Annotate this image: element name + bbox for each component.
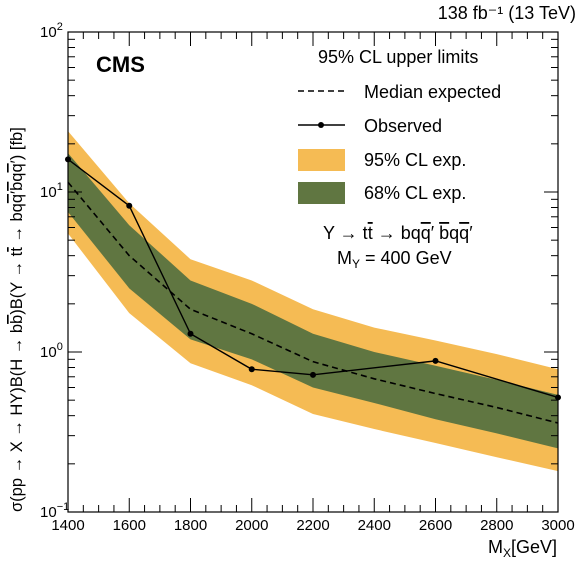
x-tick-label: 2600 [419,517,452,534]
x-tick-label: 3000 [541,517,574,534]
luminosity-label: 138 fb⁻¹ (13 TeV) [438,3,576,23]
legend-band68-swatch [298,182,345,204]
y-axis-ticks [68,38,558,513]
x-tick-label: 1600 [113,517,146,534]
observed-point [248,366,255,373]
y-tick-labels: 10−1 100 101 102 [40,21,69,521]
legend: 95% CL upper limits Median expected Obse… [298,47,501,204]
y-tick-label-3: 102 [40,21,63,41]
observed-point [310,371,316,378]
legend-median-label: Median expected [364,82,501,102]
x-tick-label: 2400 [358,517,391,534]
observed-point [432,357,439,364]
expected-bands [68,131,558,472]
observed-point [187,330,194,337]
legend-band68-label: 68% CL exp. [364,183,466,203]
process-annotation: Y → tt → bqq′ bqq′ MY = 400 GeV [323,223,473,271]
mass-label: MY = 400 GeV [337,248,452,271]
y-axis-title: σ(pp → X → HY)B(H → bb)B(Y → tt → bqq′bq… [8,127,26,512]
experiment-label: CMS [96,52,145,77]
legend-observed-label: Observed [364,116,442,136]
legend-band95-label: 95% CL exp. [364,150,466,170]
x-axis-ticks [67,32,559,512]
legend-band95-swatch [298,149,345,171]
x-axis-title: MX[GeV] [488,537,557,560]
x-tick-labels: 1400 1600 1800 2000 2200 2400 2600 2800 3000 [51,517,574,534]
observed-point [126,202,133,209]
y-tick-label-2: 101 [40,181,63,201]
process-label: Y → tt → bqq′ bqq′ [323,223,473,243]
band-68 [68,153,558,449]
median-expected-line [67,181,559,424]
x-tick-label: 1400 [51,517,84,534]
legend-observed-marker [318,122,324,128]
x-tick-label: 2200 [296,517,329,534]
x-tick-label: 1800 [174,517,207,534]
y-tick-label-1: 100 [40,341,63,361]
legend-title: 95% CL upper limits [318,47,478,67]
x-tick-label: 2800 [480,517,513,534]
x-tick-label: 2000 [235,517,268,534]
